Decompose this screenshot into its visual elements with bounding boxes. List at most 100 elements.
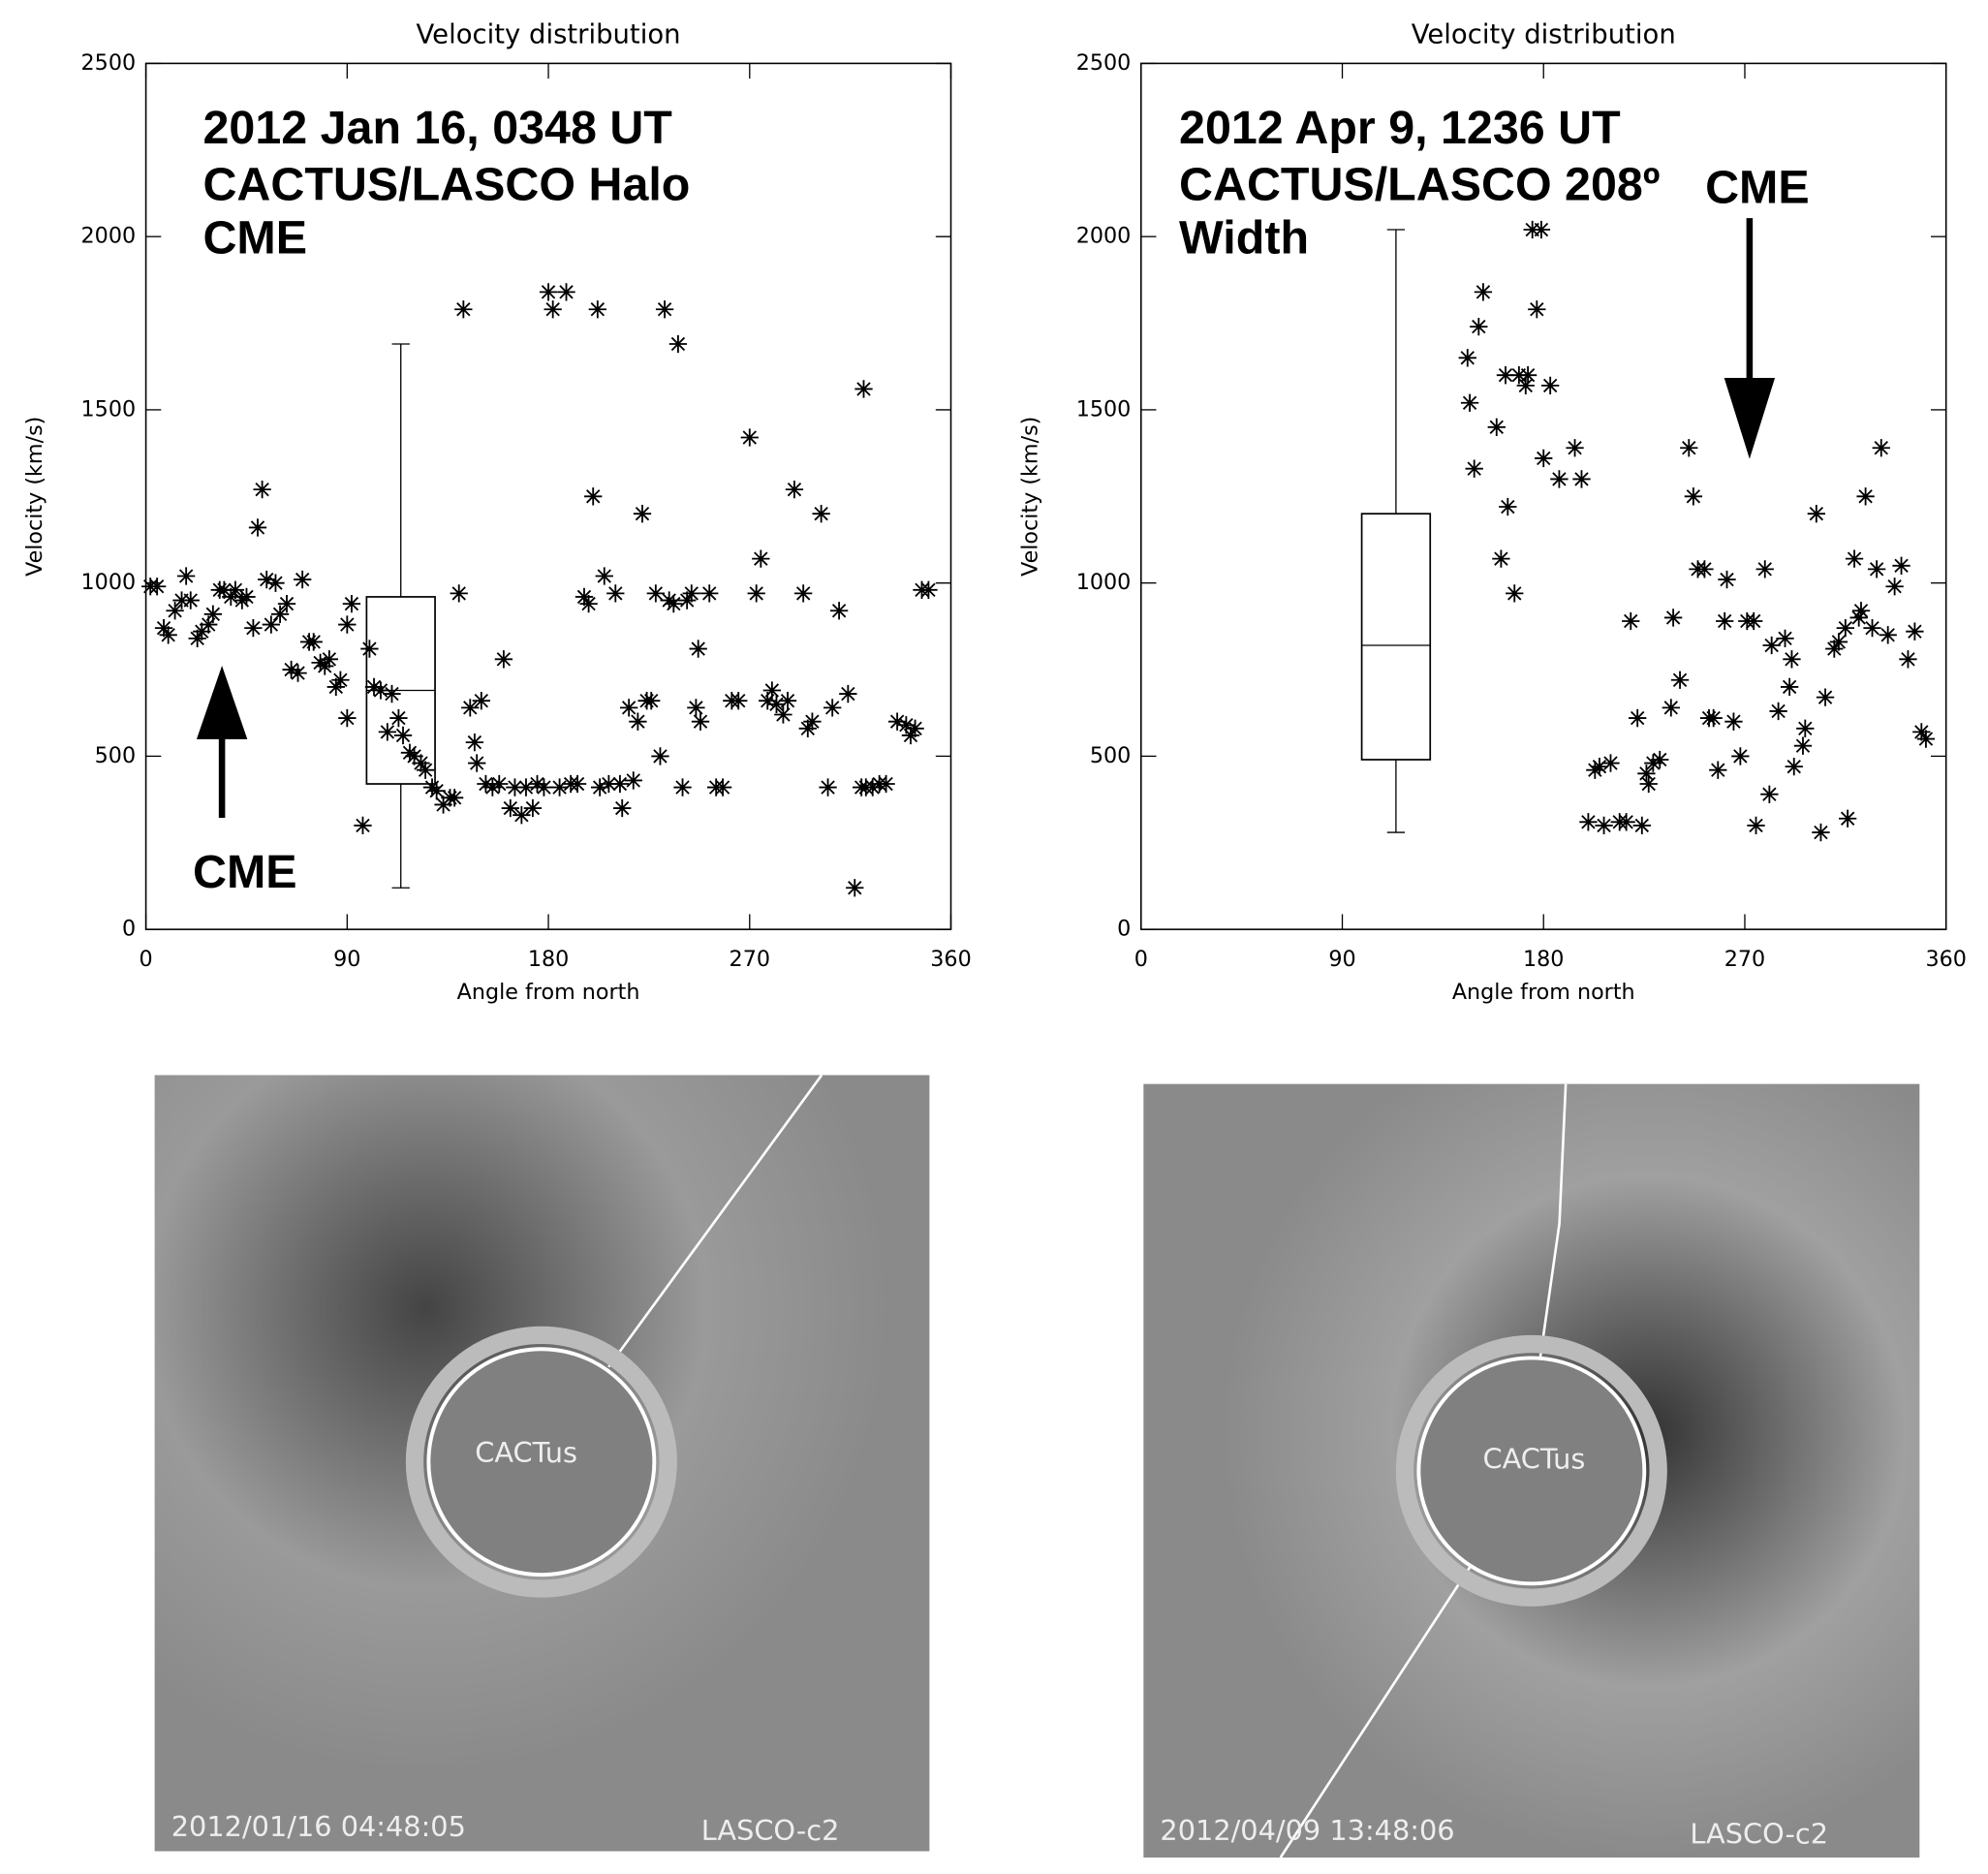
- point: [1695, 560, 1714, 578]
- point: [465, 733, 484, 752]
- point: [181, 591, 200, 609]
- point: [427, 781, 446, 800]
- point: [289, 664, 307, 682]
- point: [819, 778, 837, 796]
- point: [901, 726, 920, 745]
- point: [389, 708, 408, 728]
- point: [342, 594, 361, 613]
- point: [1879, 626, 1897, 644]
- point: [1812, 823, 1830, 842]
- point: [606, 584, 625, 603]
- point: [200, 615, 218, 634]
- y-tick-label: 1500: [81, 396, 137, 422]
- point: [412, 754, 430, 772]
- annotation: CME: [202, 212, 307, 265]
- y-tick-label: 500: [1090, 743, 1131, 768]
- point: [277, 594, 296, 613]
- point: [1601, 754, 1620, 772]
- point: [747, 584, 765, 603]
- point: [1579, 813, 1598, 831]
- chart-title: Velocity distribution: [417, 20, 681, 50]
- point: [1499, 497, 1517, 516]
- y-tick-label: 1500: [1076, 396, 1132, 422]
- point: [445, 789, 464, 807]
- point: [316, 657, 334, 675]
- point: [1851, 602, 1871, 620]
- point: [1637, 765, 1656, 783]
- point: [550, 778, 569, 796]
- point: [159, 626, 177, 644]
- image-timestamp: 2012/01/16 04:48:05: [171, 1810, 466, 1843]
- point: [166, 602, 184, 620]
- point: [794, 584, 813, 603]
- point: [1885, 578, 1904, 596]
- point: [1572, 470, 1591, 488]
- point: [1709, 761, 1727, 779]
- point: [1829, 633, 1848, 651]
- x-tick-label: 270: [730, 947, 770, 972]
- point: [176, 567, 196, 585]
- point: [767, 695, 786, 713]
- point: [1780, 677, 1799, 697]
- point: [1838, 809, 1857, 828]
- point: [477, 774, 495, 794]
- point: [1639, 774, 1658, 794]
- point: [762, 681, 782, 700]
- point: [752, 549, 770, 568]
- point: [613, 798, 632, 818]
- image-instrument: LASCO-c2: [1690, 1818, 1828, 1851]
- point: [1747, 816, 1765, 835]
- point: [1595, 816, 1613, 835]
- point: [1731, 747, 1750, 765]
- point: [568, 774, 587, 794]
- point: [147, 578, 167, 596]
- point: [629, 712, 647, 731]
- point: [226, 580, 245, 599]
- point: [154, 618, 173, 638]
- point: [188, 629, 206, 648]
- point: [258, 570, 276, 589]
- point: [906, 719, 924, 737]
- point: [1807, 505, 1825, 523]
- point: [1632, 816, 1651, 835]
- point: [222, 587, 240, 607]
- y-tick-label: 0: [122, 917, 136, 942]
- point: [1492, 549, 1510, 568]
- point: [1622, 611, 1640, 631]
- point: [778, 692, 797, 710]
- point: [823, 699, 842, 717]
- point: [785, 480, 804, 499]
- point: [1760, 785, 1779, 803]
- point: [610, 774, 630, 794]
- y-tick-label: 2500: [81, 50, 137, 76]
- point: [1523, 220, 1541, 239]
- point: [1796, 719, 1815, 737]
- point: [1912, 723, 1931, 741]
- point: [687, 699, 705, 717]
- point: [338, 615, 357, 634]
- point: [193, 622, 211, 640]
- point: [1550, 470, 1569, 488]
- point: [416, 761, 435, 779]
- point: [528, 774, 546, 794]
- coronagraph-image: CACTus 2012/01/16 04:48:05 LASCO-c2: [154, 1074, 930, 1852]
- point: [262, 615, 281, 634]
- x-tick-label: 0: [1134, 947, 1148, 972]
- point: [434, 796, 452, 814]
- point: [624, 771, 642, 790]
- point: [740, 428, 759, 447]
- point: [1470, 317, 1488, 336]
- y-tick-label: 1000: [1076, 570, 1132, 595]
- point: [172, 591, 191, 609]
- y-axis-label: Velocity (km/s): [22, 417, 47, 577]
- point: [461, 699, 480, 717]
- point: [700, 584, 719, 603]
- point: [468, 754, 486, 772]
- point: [1867, 560, 1886, 578]
- point: [1793, 736, 1813, 755]
- point: [364, 677, 384, 697]
- point: [655, 300, 674, 319]
- point: [535, 778, 553, 796]
- point: [266, 574, 285, 592]
